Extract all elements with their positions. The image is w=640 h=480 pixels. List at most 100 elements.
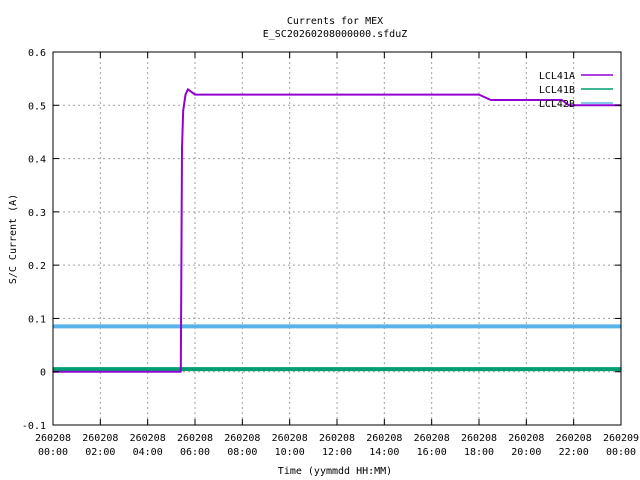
y-tick-label: 0.6: [28, 48, 46, 59]
data-point: [288, 93, 291, 96]
data-point: [181, 147, 183, 149]
data-point: [525, 325, 528, 328]
data-point: [146, 370, 149, 373]
data-point: [241, 368, 244, 370]
y-tick-label: 0.4: [28, 155, 46, 166]
series-layer: [52, 88, 622, 373]
data-point: [430, 368, 433, 370]
x-tick-time-label: 14:00: [369, 447, 399, 458]
data-point: [241, 325, 244, 328]
data-point: [478, 368, 480, 370]
data-point: [336, 325, 338, 328]
legend-label: LCL41A: [539, 71, 575, 82]
x-tick-date-label: 260208: [35, 433, 71, 444]
grid: [53, 52, 621, 425]
data-point: [217, 93, 220, 96]
y-tick-label: 0: [40, 368, 46, 379]
chart-title: Currents for MEX: [287, 16, 383, 27]
data-point: [383, 93, 386, 96]
data-point: [430, 325, 433, 328]
y-tick-label: 0.2: [28, 261, 46, 272]
y-tick-label: -0.1: [22, 421, 46, 432]
x-tick-time-label: 00:00: [606, 447, 636, 458]
data-point: [99, 370, 102, 373]
data-point: [383, 368, 386, 370]
x-tick-date-label: 260208: [556, 433, 592, 444]
data-point: [490, 99, 492, 101]
data-point: [596, 104, 599, 107]
x-tick-time-label: 20:00: [511, 447, 541, 458]
data-point: [525, 368, 528, 370]
x-tick-date-label: 260208: [272, 433, 308, 444]
x-tick-time-label: 08:00: [227, 447, 257, 458]
data-point: [561, 99, 563, 101]
data-point: [288, 325, 291, 328]
x-tick-time-label: 04:00: [133, 447, 163, 458]
data-point: [359, 93, 362, 96]
data-point: [180, 370, 182, 373]
ticks: -0.1 0 0.1 0.2 0.3 0.4 0.5 0.6 260208 00:00 260208…: [22, 48, 639, 458]
x-tick-date-label: 260208: [177, 433, 213, 444]
data-point: [123, 370, 125, 373]
data-point: [288, 368, 291, 370]
legend: LCL41A LCL41B LCL42B: [539, 71, 613, 110]
data-point: [75, 370, 78, 373]
x-tick-time-label: 12:00: [322, 447, 352, 458]
data-point: [430, 93, 433, 96]
chart-subtitle: E_SC20260208000000.sfduZ: [263, 29, 408, 40]
data-point: [187, 88, 189, 91]
data-point: [194, 368, 196, 370]
data-point: [407, 93, 409, 96]
x-tick-time-label: 10:00: [275, 447, 305, 458]
data-point: [99, 325, 102, 328]
x-tick-date-label: 260208: [508, 433, 544, 444]
x-tick-date-label: 260208: [82, 433, 118, 444]
data-point: [478, 325, 480, 328]
legend-label: LCL42B: [539, 99, 575, 110]
data-point: [99, 368, 102, 370]
data-point: [454, 93, 457, 96]
x-axis-label: Time (yymmdd HH:MM): [278, 466, 392, 477]
data-point: [146, 368, 149, 370]
y-tick-label: 0.5: [28, 101, 46, 112]
x-tick-time-label: 00:00: [38, 447, 68, 458]
data-point: [572, 325, 575, 328]
data-point: [336, 93, 338, 96]
data-point: [184, 93, 187, 96]
x-tick-time-label: 02:00: [85, 447, 115, 458]
data-point: [572, 368, 575, 370]
x-tick-date-label: 260208: [461, 433, 497, 444]
data-point: [383, 325, 386, 328]
x-tick-time-label: 16:00: [417, 447, 447, 458]
x-tick-date-label: 260209: [603, 433, 639, 444]
data-point: [312, 93, 315, 96]
x-tick-date-label: 260208: [414, 433, 450, 444]
x-tick-date-label: 260208: [130, 433, 166, 444]
data-point: [478, 93, 480, 96]
data-point: [194, 93, 196, 96]
x-tick-time-label: 06:00: [180, 447, 210, 458]
data-point: [568, 104, 570, 107]
data-point: [549, 99, 551, 101]
series-line-lcl41a: [53, 88, 621, 373]
y-tick-label: 0.3: [28, 208, 46, 219]
y-tick-label: 0.1: [28, 314, 46, 325]
x-tick-time-label: 18:00: [464, 447, 494, 458]
x-tick-date-label: 260208: [366, 433, 402, 444]
data-point: [170, 370, 173, 373]
data-point: [501, 99, 504, 101]
x-tick-date-label: 260208: [224, 433, 260, 444]
x-tick-date-label: 260208: [319, 433, 355, 444]
data-point: [241, 93, 244, 96]
x-tick-time-label: 22:00: [559, 447, 589, 458]
y-axis-label: S/C Current (A): [8, 194, 19, 284]
legend-label: LCL41B: [539, 85, 575, 96]
data-point: [194, 325, 196, 328]
data-point: [182, 109, 184, 112]
data-point: [265, 93, 267, 96]
data-point: [146, 325, 149, 328]
data-point: [572, 104, 575, 107]
data-point: [336, 368, 338, 370]
data-point: [525, 99, 528, 101]
